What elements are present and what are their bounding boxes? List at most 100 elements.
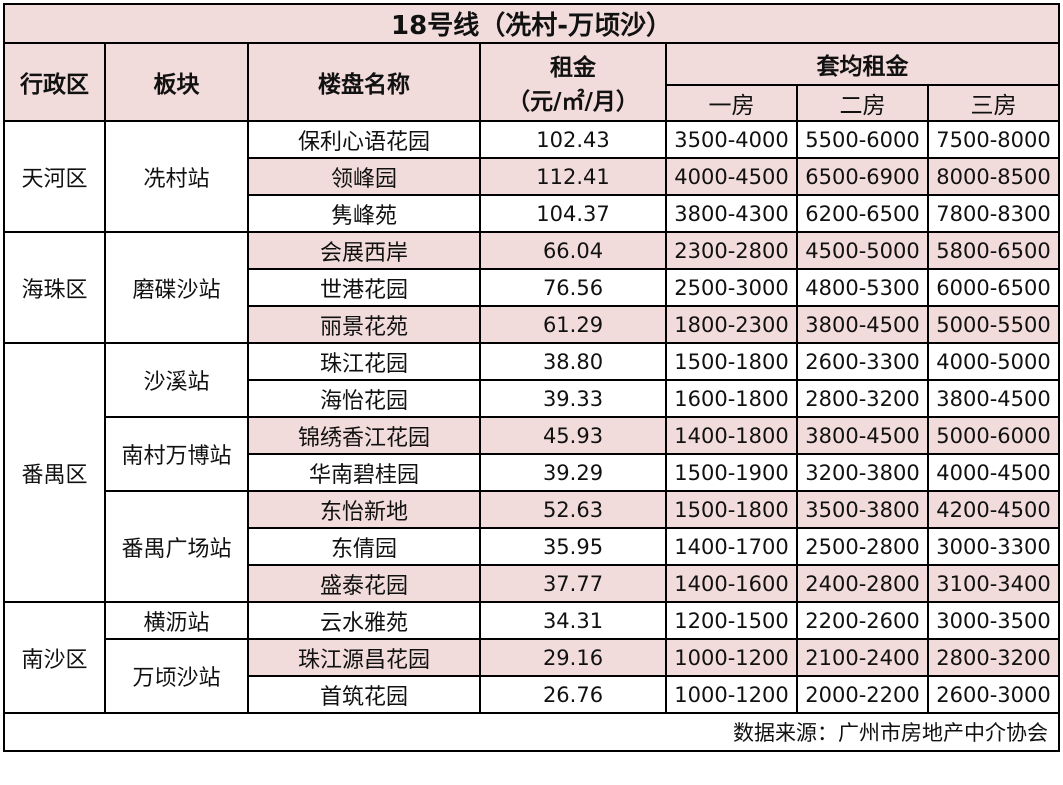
block-cell: 南村万博站: [104, 416, 249, 492]
three-room-cell: 3800-4500: [926, 379, 1061, 418]
block-cell: 横沥站: [104, 601, 249, 640]
table-row: 番禺广场站 东怡新地 52.63 1500-1800 3500-3800 420…: [4, 490, 1061, 603]
rent-table-container: 18号线（冼村-万顷沙） 行政区 板块 楼盘名称 租金 （元/㎡/月） 套均租金…: [2, 3, 1061, 752]
district-cell: 番禺区: [3, 342, 106, 603]
rent-cell: 112.41: [479, 157, 667, 196]
table-row: 华南碧桂园 39.29 1500-1900 3200-3800 4000-450…: [4, 453, 1061, 492]
one-room-cell: 3800-4300: [665, 194, 798, 233]
three-room-cell: 5800-6500: [926, 231, 1061, 270]
two-room-cell: 6200-6500: [796, 194, 929, 233]
three-room-cell: 2600-3000: [926, 675, 1061, 714]
block-cell: 沙溪站: [104, 342, 249, 418]
block-cell: 磨碟沙站: [104, 231, 249, 344]
header-rent-line1: 租金: [550, 55, 596, 81]
estate-cell: 丽景花苑: [247, 305, 481, 344]
block-cell: 万顷沙站: [104, 638, 249, 714]
two-room-cell: 2500-2800: [796, 527, 929, 566]
estate-cell: 隽峰苑: [247, 194, 481, 233]
estate-cell: 保利心语花园: [247, 120, 481, 159]
three-room-cell: 2800-3200: [926, 638, 1061, 677]
two-room-cell: 4500-5000: [796, 231, 929, 270]
two-room-cell: 2200-2600: [796, 601, 929, 640]
estate-cell: 领峰园: [247, 157, 481, 196]
three-room-cell: 4000-4500: [926, 453, 1061, 492]
table-row: 番禺区 沙溪站 珠江花园 38.80 1500-1800 2600-3300 4…: [3, 342, 1061, 603]
rent-cell: 37.77: [479, 564, 667, 603]
estate-cell: 东怡新地: [247, 490, 481, 529]
table-row: 丽景花苑 61.29 1800-2300 3800-4500 5000-5500: [4, 305, 1061, 344]
rent-cell: 45.93: [479, 416, 667, 455]
table-row: 首筑花园 26.76 1000-1200 2000-2200 2600-3000: [4, 675, 1061, 714]
three-room-cell: 4200-4500: [926, 490, 1061, 529]
table-row: 天河区 冼村站 保利心语花园 102.43 3500-4000 5500-600…: [3, 120, 1061, 233]
estate-cell: 首筑花园: [247, 675, 481, 714]
rent-cell: 52.63: [479, 490, 667, 529]
two-room-cell: 2400-2800: [796, 564, 929, 603]
rent-table: 18号线（冼村-万顷沙） 行政区 板块 楼盘名称 租金 （元/㎡/月） 套均租金…: [2, 3, 1061, 752]
three-room-cell: 5000-6000: [926, 416, 1061, 455]
estate-cell: 华南碧桂园: [247, 453, 481, 492]
rent-cell: 34.31: [479, 601, 667, 640]
two-room-cell: 3200-3800: [796, 453, 929, 492]
one-room-cell: 1400-1700: [665, 527, 798, 566]
header-two-room: 二房: [796, 84, 929, 122]
table-row: 南沙区 横沥站 云水雅苑 34.31 1200-1500 2200-2600 3…: [3, 601, 1061, 714]
district-cell: 天河区: [3, 120, 106, 233]
two-room-cell: 2100-2400: [796, 638, 929, 677]
three-room-cell: 4000-5000: [926, 342, 1061, 381]
estate-cell: 锦绣香江花园: [247, 416, 481, 455]
three-room-cell: 5000-5500: [926, 305, 1061, 344]
rent-cell: 102.43: [479, 120, 667, 159]
two-room-cell: 4800-5300: [796, 268, 929, 307]
estate-cell: 世港花园: [247, 268, 481, 307]
three-room-cell: 3000-3300: [926, 527, 1061, 566]
rent-cell: 66.04: [479, 231, 667, 270]
rent-cell: 61.29: [479, 305, 667, 344]
header-district: 行政区: [3, 42, 106, 122]
header-rent-line2: （元/㎡/月）: [507, 89, 639, 115]
rent-cell: 39.29: [479, 453, 667, 492]
rent-cell: 76.56: [479, 268, 667, 307]
one-room-cell: 1600-1800: [665, 379, 798, 418]
one-room-cell: 1500-1900: [665, 453, 798, 492]
one-room-cell: 1500-1800: [665, 342, 798, 381]
one-room-cell: 1800-2300: [665, 305, 798, 344]
estate-cell: 东倩园: [247, 527, 481, 566]
one-room-cell: 2500-3000: [665, 268, 798, 307]
one-room-cell: 1500-1800: [665, 490, 798, 529]
table-title: 18号线（冼村-万顷沙）: [2, 3, 1061, 44]
table-row: 东倩园 35.95 1400-1700 2500-2800 3000-3300: [4, 527, 1061, 566]
two-room-cell: 3500-3800: [796, 490, 929, 529]
two-room-cell: 5500-6000: [796, 120, 929, 159]
estate-cell: 盛泰花园: [247, 564, 481, 603]
rent-cell: 39.33: [479, 379, 667, 418]
table-row: 领峰园 112.41 4000-4500 6500-6900 8000-8500: [4, 157, 1061, 196]
one-room-cell: 3500-4000: [665, 120, 798, 159]
table-row: 海怡花园 39.33 1600-1800 2800-3200 3800-4500: [4, 379, 1061, 418]
two-room-cell: 6500-6900: [796, 157, 929, 196]
three-room-cell: 8000-8500: [926, 157, 1061, 196]
header-three-room: 三房: [926, 84, 1061, 122]
data-source-note: 数据来源：广州市房地产中介协会: [2, 712, 1061, 752]
one-room-cell: 2300-2800: [665, 231, 798, 270]
two-room-cell: 2000-2200: [796, 675, 929, 714]
estate-cell: 珠江源昌花园: [247, 638, 481, 677]
estate-cell: 云水雅苑: [247, 601, 481, 640]
table-row: 隽峰苑 104.37 3800-4300 6200-6500 7800-8300: [4, 194, 1061, 233]
one-room-cell: 1200-1500: [665, 601, 798, 640]
header-one-room: 一房: [665, 84, 798, 122]
two-room-cell: 2600-3300: [796, 342, 929, 381]
table-row: 万顷沙站 珠江源昌花园 29.16 1000-1200 2100-2400 28…: [4, 638, 1061, 714]
table-row: 世港花园 76.56 2500-3000 4800-5300 6000-6500: [4, 268, 1061, 307]
block-cell: 番禺广场站: [104, 490, 249, 603]
estate-cell: 会展西岸: [247, 231, 481, 270]
three-room-cell: 7800-8300: [926, 194, 1061, 233]
header-rent: 租金 （元/㎡/月）: [479, 42, 667, 122]
table-row: 盛泰花园 37.77 1400-1600 2400-2800 3100-3400: [4, 564, 1061, 603]
rent-cell: 38.80: [479, 342, 667, 381]
one-room-cell: 1000-1200: [665, 638, 798, 677]
header-block: 板块: [104, 42, 249, 122]
estate-cell: 海怡花园: [247, 379, 481, 418]
one-room-cell: 1400-1600: [665, 564, 798, 603]
district-cell: 海珠区: [3, 231, 106, 344]
